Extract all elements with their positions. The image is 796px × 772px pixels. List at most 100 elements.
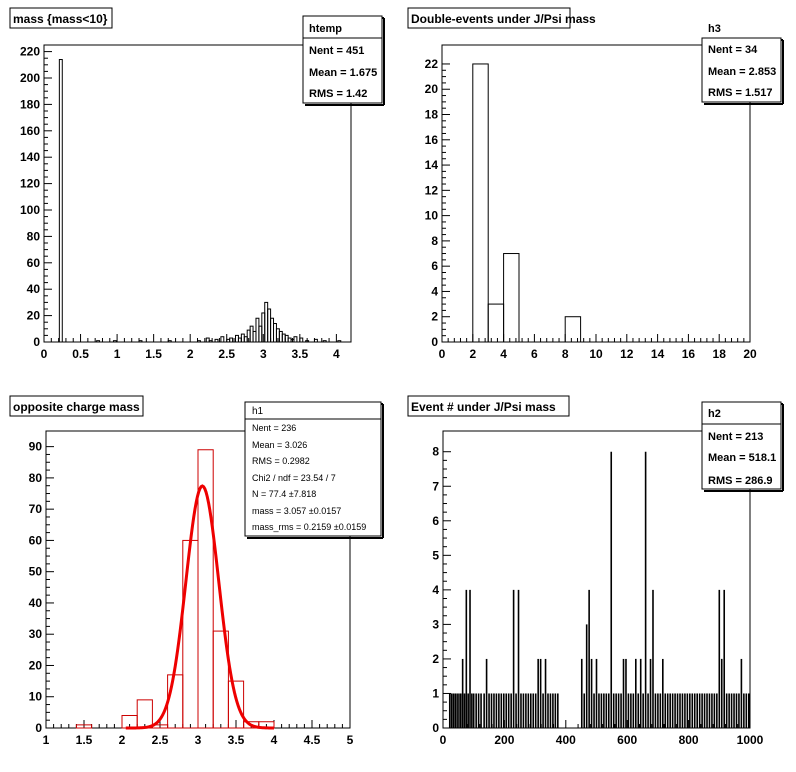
y-tick-label: 40 [29,596,43,610]
y-tick-label: 6 [432,514,439,528]
y-tick-label: 90 [29,440,43,454]
y-tick-label: 20 [29,658,43,672]
histogram-bar [503,253,520,343]
x-tick-label: 200 [494,733,514,747]
chart-title: opposite charge mass [13,400,140,414]
histogram-bar [313,338,318,343]
x-tick-label: 3.5 [228,733,245,747]
y-tick-label: 4 [432,583,439,597]
y-tick-label: 8 [431,234,438,248]
histogram-bar [293,336,298,343]
y-tick-label: 18 [425,108,439,122]
axis-ticks: 0 0.5 1 1.5 2 2.5 3 3.5 402040608010012014016018… [20,45,340,361]
stats-line: Chi2 / ndf = 23.54 / 7 [252,473,336,483]
x-tick-label: 600 [617,733,637,747]
y-tick-label: 20 [425,82,439,96]
histogram-bar [214,338,219,343]
histogram-bar [138,340,143,343]
axis-ticks: 0 200 400 600 800 1000 0 1 2 3 4 5 6 7 8 [432,445,763,747]
x-tick-label: 3.5 [291,347,308,361]
stats-line: Nent = 451 [309,45,364,57]
x-tick-label: 4 [500,347,507,361]
y-tick-label: 10 [425,209,439,223]
y-tick-label: 80 [29,471,43,485]
histogram-bar [229,337,234,343]
stats-line: mass_rms = 0.2159 ±0.0159 [252,522,366,532]
chart-title: mass {mass<10} [13,12,108,26]
y-tick-label: 14 [425,158,439,172]
plot-frame [441,44,751,343]
stats-line: Nent = 236 [252,423,296,433]
x-tick-label: 5 [347,733,354,747]
y-tick-label: 200 [20,71,40,85]
gaussian-fit-curve [125,484,274,730]
histogram-bars [472,63,582,343]
y-tick-label: 0 [431,335,438,349]
histogram-bar [337,340,342,343]
y-tick-label: 16 [425,133,439,147]
histogram-bar [197,340,201,343]
y-tick-label: 120 [20,177,40,191]
y-tick-label: 3 [432,617,439,631]
y-tick-label: 40 [27,282,41,296]
stats-line: Mean = 518.1 [708,452,776,464]
y-tick-label: 5 [432,548,439,562]
x-tick-label: 16 [682,347,696,361]
stats-box: h1 Nent = 236 Mean = 3.026 RMS = 0.2982 … [244,401,384,539]
stats-name: h2 [708,408,721,420]
y-tick-label: 7 [432,479,439,493]
y-tick-label: 140 [20,150,40,164]
panel-mass: 0 0.5 1 1.5 2 2.5 3 3.5 402040608010012014016018… [9,7,385,361]
x-tick-label: 3 [260,347,267,361]
stats-line: Mean = 2.853 [708,66,776,78]
y-tick-label: 22 [425,57,439,71]
y-tick-label: 50 [29,565,43,579]
x-tick-label: 20 [743,347,757,361]
stats-line: RMS = 286.9 [708,475,773,487]
stats-box: h2 Nent = 213 Mean = 518.1 RMS = 286.9 [701,401,784,492]
chart-title: Event # under J/Psi mass [411,400,556,414]
title-box: Event # under J/Psi mass [407,395,570,417]
y-tick-label: 80 [27,229,41,243]
histogram-bar [227,680,245,729]
y-tick-label: 6 [431,259,438,273]
y-tick-label: 70 [29,502,43,516]
stats-line: Mean = 3.026 [252,440,307,450]
x-tick-label: 1 [43,733,50,747]
x-tick-label: 2.5 [152,733,169,747]
x-tick-label: 14 [651,347,665,361]
histogram-bar [208,340,213,343]
x-tick-label: 12 [620,347,634,361]
histogram-bar [197,449,214,729]
histogram-bars [58,59,342,343]
x-tick-label: 6 [531,347,538,361]
title-box: mass {mass<10} [9,7,113,29]
stats-name: htemp [309,23,342,35]
stats-line: N = 77.4 ±7.818 [252,489,316,499]
stats-line: Nent = 34 [708,44,758,56]
x-tick-label: 8 [562,347,569,361]
x-tick-label: 400 [556,733,576,747]
histogram-bar [564,316,582,343]
histogram-bar [112,340,117,343]
axis-ticks: 0 2 4 6 8 10 12 14 16 18 20 0 2 4 6 8 10 12 14 16 18 20 22 [425,57,757,361]
histogram-bar [305,340,310,343]
y-tick-label: 4 [431,284,438,298]
title-box: opposite charge mass [9,395,144,417]
y-tick-label: 2 [432,652,439,666]
x-tick-label: 0 [41,347,48,361]
stats-name: h3 [708,23,721,35]
y-tick-label: 2 [431,310,438,324]
y-tick-label: 10 [29,690,43,704]
chart-title: Double-events under J/Psi mass [411,12,596,26]
stats-line: Nent = 213 [708,431,763,443]
histogram-bar [75,724,93,729]
x-tick-label: 0 [439,347,446,361]
y-tick-label: 0 [35,721,42,735]
stats-line: RMS = 1.517 [708,87,773,99]
histogram-bar [220,336,225,343]
x-tick-label: 1.5 [76,733,93,747]
stats-name: h1 [252,406,264,417]
